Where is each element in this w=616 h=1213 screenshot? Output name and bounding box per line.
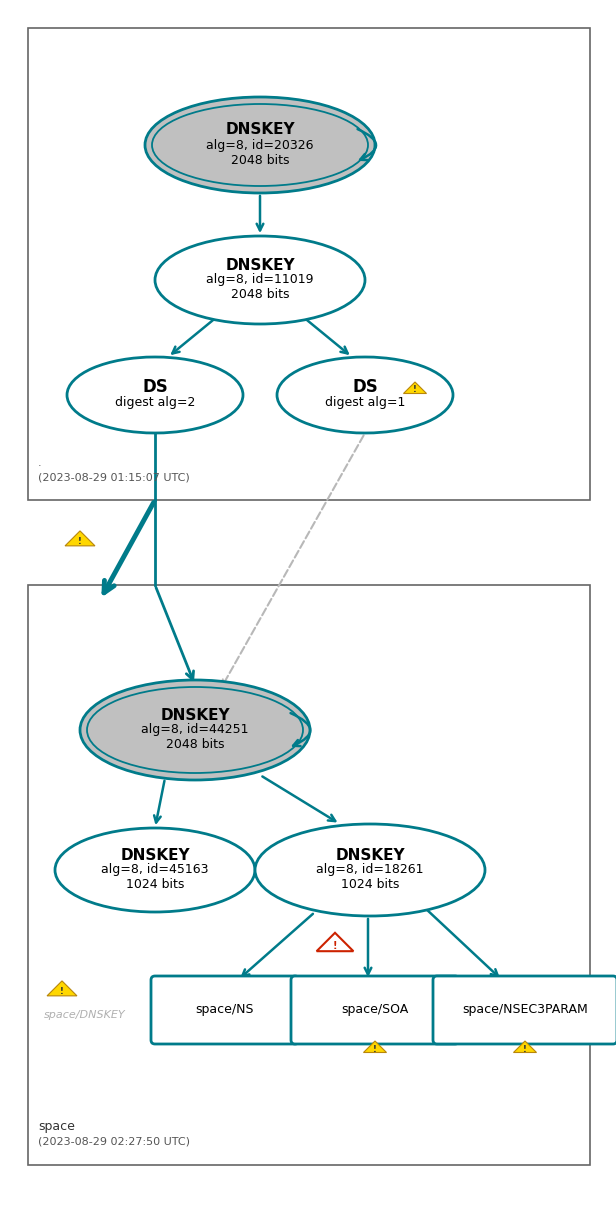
Text: alg=8, id=44251: alg=8, id=44251 <box>141 723 249 736</box>
Text: space/DNSKEY: space/DNSKEY <box>44 1010 126 1020</box>
Text: !: ! <box>333 940 337 951</box>
Text: DNSKEY: DNSKEY <box>225 257 295 273</box>
Ellipse shape <box>67 357 243 433</box>
Text: 2048 bits: 2048 bits <box>231 154 290 166</box>
Text: space: space <box>38 1120 75 1133</box>
Text: DS: DS <box>142 378 168 397</box>
Bar <box>28 585 590 1164</box>
Text: (2023-08-29 02:27:50 UTC): (2023-08-29 02:27:50 UTC) <box>38 1137 190 1147</box>
Ellipse shape <box>55 828 255 912</box>
Text: 2048 bits: 2048 bits <box>231 289 290 302</box>
Text: DNSKEY: DNSKEY <box>225 123 295 137</box>
Ellipse shape <box>87 687 303 773</box>
Text: !: ! <box>523 1044 527 1054</box>
Text: (2023-08-29 01:15:07 UTC): (2023-08-29 01:15:07 UTC) <box>38 472 190 482</box>
Bar <box>28 28 590 500</box>
FancyBboxPatch shape <box>151 976 299 1044</box>
Text: .: . <box>38 459 42 468</box>
Polygon shape <box>363 1041 386 1053</box>
Ellipse shape <box>155 237 365 324</box>
Text: alg=8, id=11019: alg=8, id=11019 <box>206 273 314 286</box>
Ellipse shape <box>152 104 368 186</box>
Text: !: ! <box>60 987 64 996</box>
Ellipse shape <box>277 357 453 433</box>
Text: 1024 bits: 1024 bits <box>341 878 399 892</box>
Text: !: ! <box>373 1044 377 1054</box>
Text: alg=8, id=20326: alg=8, id=20326 <box>206 138 314 152</box>
Text: 2048 bits: 2048 bits <box>166 739 224 752</box>
Text: space/NS: space/NS <box>196 1003 254 1016</box>
FancyArrowPatch shape <box>291 713 310 746</box>
Polygon shape <box>47 981 77 996</box>
Text: !: ! <box>78 537 82 546</box>
Text: space/SOA: space/SOA <box>341 1003 408 1016</box>
Text: DNSKEY: DNSKEY <box>335 848 405 862</box>
Ellipse shape <box>145 97 375 193</box>
Text: alg=8, id=45163: alg=8, id=45163 <box>101 864 209 877</box>
Ellipse shape <box>255 824 485 916</box>
Polygon shape <box>403 382 426 393</box>
Polygon shape <box>514 1041 537 1053</box>
Text: DNSKEY: DNSKEY <box>120 848 190 862</box>
Polygon shape <box>65 531 95 546</box>
FancyBboxPatch shape <box>433 976 616 1044</box>
Ellipse shape <box>80 680 310 780</box>
Text: digest alg=1: digest alg=1 <box>325 395 405 409</box>
Text: 1024 bits: 1024 bits <box>126 878 184 892</box>
FancyArrowPatch shape <box>357 129 376 160</box>
Text: alg=8, id=18261: alg=8, id=18261 <box>316 864 424 877</box>
Text: DS: DS <box>352 378 378 397</box>
Text: !: ! <box>413 386 417 394</box>
FancyBboxPatch shape <box>291 976 459 1044</box>
Text: DNSKEY: DNSKEY <box>160 707 230 723</box>
Text: space/NSEC3PARAM: space/NSEC3PARAM <box>462 1003 588 1016</box>
Text: digest alg=2: digest alg=2 <box>115 395 195 409</box>
Polygon shape <box>317 933 354 951</box>
